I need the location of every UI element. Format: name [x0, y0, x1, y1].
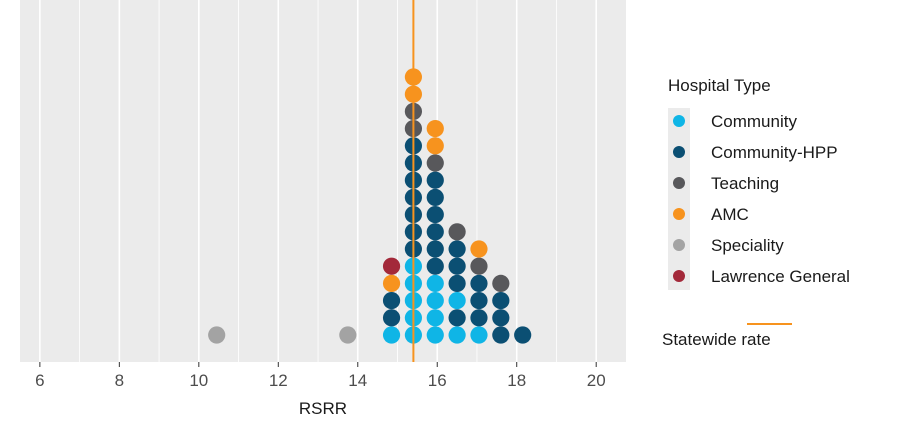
- x-tick-label: 12: [269, 371, 288, 390]
- data-point: [470, 292, 488, 310]
- data-point: [492, 292, 510, 310]
- legend-label: Community: [711, 112, 797, 131]
- x-tick-label: 14: [348, 371, 367, 390]
- data-point: [426, 223, 444, 241]
- data-point: [492, 326, 510, 344]
- data-point: [448, 223, 466, 241]
- data-point: [382, 274, 401, 292]
- data-point: [426, 309, 444, 327]
- legend-label: Speciality: [711, 236, 784, 255]
- legend-key: [673, 177, 685, 189]
- x-tick-label: 8: [115, 371, 124, 390]
- data-point: [382, 309, 401, 327]
- data-point: [426, 326, 444, 344]
- legend-label: Teaching: [711, 174, 779, 193]
- data-point: [426, 206, 444, 224]
- data-point: [514, 326, 532, 344]
- data-point: [426, 137, 444, 155]
- x-axis-label: RSRR: [299, 399, 347, 418]
- data-point: [448, 257, 466, 275]
- data-point: [426, 292, 444, 310]
- x-tick-label: 10: [189, 371, 208, 390]
- data-point: [470, 240, 488, 258]
- data-point: [492, 309, 510, 327]
- data-point: [339, 326, 357, 344]
- data-point: [426, 154, 444, 172]
- x-axis: 6 8 10 12 14 16 18 20: [35, 362, 606, 390]
- x-tick-label: 16: [428, 371, 447, 390]
- data-point: [426, 171, 444, 189]
- legend-title: Hospital Type: [668, 76, 771, 95]
- data-point: [448, 292, 466, 310]
- data-point: [426, 120, 444, 138]
- data-point: [426, 274, 444, 292]
- data-point: [470, 257, 488, 275]
- legend-key: [673, 115, 685, 127]
- legend-key: [673, 146, 685, 158]
- data-point: [382, 326, 401, 344]
- data-point: [382, 257, 401, 275]
- legend-key: [673, 208, 685, 220]
- legend-label: Lawrence General: [711, 267, 850, 286]
- legend-key: [673, 239, 685, 251]
- data-point: [470, 326, 488, 344]
- data-point: [470, 309, 488, 327]
- x-tick-label: 18: [507, 371, 526, 390]
- statewide-rate-legend-label: Statewide rate: [662, 330, 771, 349]
- legend-label: AMC: [711, 205, 749, 224]
- data-point: [492, 274, 510, 292]
- data-point: [448, 326, 466, 344]
- x-tick-label: 20: [587, 371, 606, 390]
- data-point: [448, 309, 466, 327]
- legend-items: Community Community-HPP Teaching AMC Special…: [673, 112, 850, 286]
- data-point: [448, 274, 466, 292]
- data-point: [426, 257, 444, 275]
- data-point: [448, 240, 466, 258]
- data-point: [426, 188, 444, 206]
- data-point: [208, 326, 226, 344]
- plot-panel: [20, 0, 626, 362]
- legend-label: Community-HPP: [711, 143, 838, 162]
- legend-key: [673, 270, 685, 282]
- data-point: [470, 274, 488, 292]
- legend: Hospital Type Community Community-HPP Teac…: [668, 76, 850, 290]
- data-point: [426, 240, 444, 258]
- legend-key-background: [668, 108, 690, 290]
- x-tick-label: 6: [35, 371, 44, 390]
- statewide-rate-legend: Statewide rate: [662, 323, 792, 349]
- grid-lines: [39, 0, 597, 362]
- data-point: [382, 292, 401, 310]
